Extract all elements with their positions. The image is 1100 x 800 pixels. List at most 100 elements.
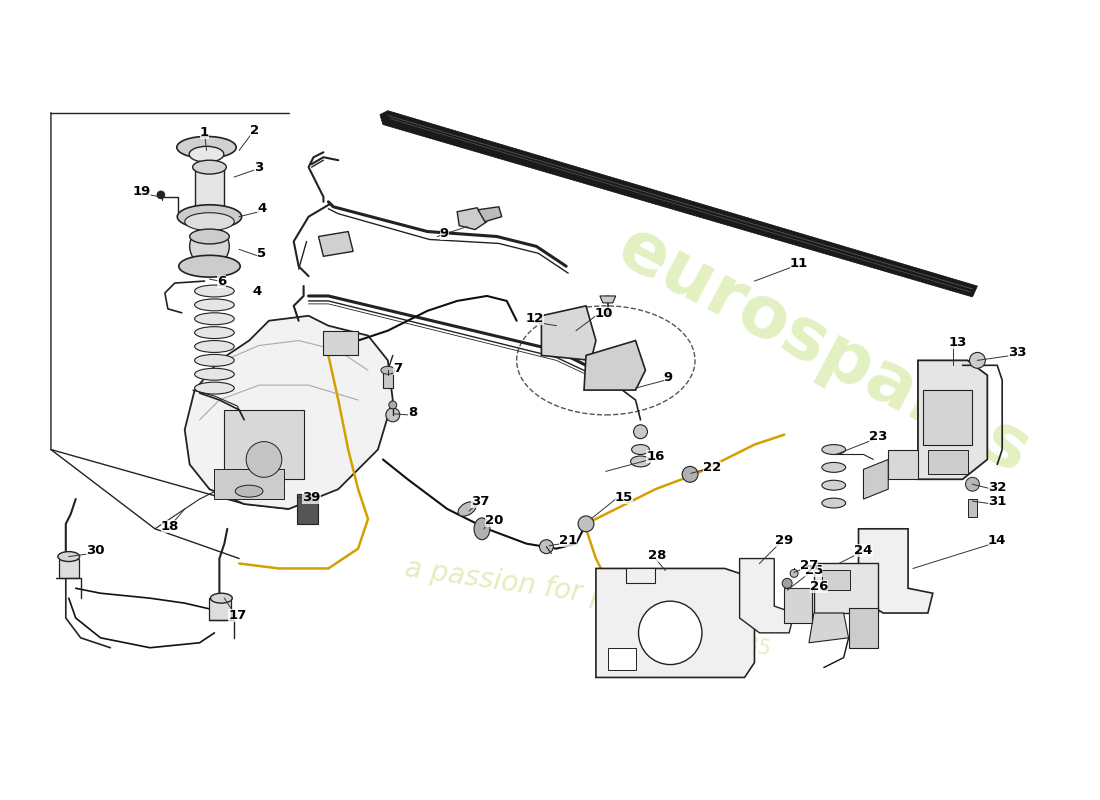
Ellipse shape bbox=[381, 366, 395, 374]
Text: 19: 19 bbox=[133, 186, 151, 198]
Ellipse shape bbox=[822, 445, 846, 454]
Polygon shape bbox=[596, 569, 755, 678]
Polygon shape bbox=[584, 341, 646, 390]
Ellipse shape bbox=[822, 480, 846, 490]
Circle shape bbox=[782, 578, 792, 588]
Polygon shape bbox=[888, 450, 918, 479]
Ellipse shape bbox=[195, 299, 234, 311]
Text: since 1985: since 1985 bbox=[657, 616, 772, 659]
Text: 28: 28 bbox=[648, 549, 667, 562]
Text: 29: 29 bbox=[776, 534, 793, 547]
Bar bbox=[383, 370, 393, 388]
Bar bbox=[784, 588, 812, 623]
Ellipse shape bbox=[195, 382, 234, 394]
Ellipse shape bbox=[195, 368, 234, 380]
Bar bbox=[814, 563, 878, 613]
Bar bbox=[928, 450, 968, 474]
Text: 13: 13 bbox=[948, 336, 967, 349]
Text: 15: 15 bbox=[615, 490, 632, 504]
Text: eurospares: eurospares bbox=[606, 213, 1042, 488]
Ellipse shape bbox=[630, 456, 650, 467]
Bar bbox=[297, 494, 319, 524]
Text: 18: 18 bbox=[161, 520, 179, 534]
Text: 24: 24 bbox=[855, 544, 872, 557]
Ellipse shape bbox=[235, 486, 263, 497]
Text: 10: 10 bbox=[595, 307, 613, 320]
Text: 27: 27 bbox=[800, 559, 818, 572]
Polygon shape bbox=[739, 558, 794, 633]
Polygon shape bbox=[858, 529, 933, 613]
Circle shape bbox=[969, 353, 986, 368]
Text: 9: 9 bbox=[440, 227, 449, 240]
Text: 25: 25 bbox=[805, 564, 823, 577]
Ellipse shape bbox=[458, 502, 476, 516]
Circle shape bbox=[638, 601, 702, 665]
Ellipse shape bbox=[58, 552, 79, 562]
Text: 37: 37 bbox=[471, 494, 490, 507]
Bar bbox=[59, 558, 79, 578]
Bar bbox=[224, 410, 304, 479]
Circle shape bbox=[579, 516, 594, 532]
Polygon shape bbox=[458, 208, 487, 230]
Bar bbox=[968, 499, 978, 517]
Text: 1: 1 bbox=[200, 126, 209, 139]
Circle shape bbox=[246, 442, 282, 478]
Polygon shape bbox=[379, 110, 978, 297]
Ellipse shape bbox=[192, 160, 227, 174]
Text: 3: 3 bbox=[254, 161, 264, 174]
Ellipse shape bbox=[195, 285, 234, 297]
Text: a passion for parts...: a passion for parts... bbox=[403, 554, 690, 622]
Circle shape bbox=[157, 191, 165, 199]
Text: 21: 21 bbox=[559, 534, 578, 547]
Ellipse shape bbox=[189, 146, 223, 162]
Ellipse shape bbox=[474, 518, 490, 540]
Text: 20: 20 bbox=[485, 514, 503, 527]
Text: 11: 11 bbox=[790, 257, 808, 270]
Text: 17: 17 bbox=[228, 609, 246, 622]
Bar bbox=[822, 570, 849, 590]
Text: 39: 39 bbox=[302, 490, 321, 504]
Text: 33: 33 bbox=[1008, 346, 1026, 359]
Ellipse shape bbox=[179, 255, 240, 277]
Bar bbox=[209, 598, 231, 620]
Polygon shape bbox=[808, 613, 848, 642]
Bar bbox=[214, 470, 284, 499]
Bar bbox=[195, 167, 224, 212]
Text: 4: 4 bbox=[257, 202, 266, 215]
Ellipse shape bbox=[195, 326, 234, 338]
Circle shape bbox=[386, 408, 399, 422]
Ellipse shape bbox=[177, 205, 242, 229]
Polygon shape bbox=[848, 608, 878, 648]
Text: 26: 26 bbox=[810, 580, 828, 593]
Ellipse shape bbox=[631, 445, 649, 454]
Text: 7: 7 bbox=[393, 362, 403, 374]
Polygon shape bbox=[319, 231, 353, 256]
Text: 2: 2 bbox=[250, 124, 258, 137]
Polygon shape bbox=[626, 569, 656, 583]
Text: 5: 5 bbox=[257, 247, 266, 260]
Ellipse shape bbox=[195, 313, 234, 325]
Text: 14: 14 bbox=[988, 534, 1007, 547]
Ellipse shape bbox=[195, 341, 234, 353]
Polygon shape bbox=[541, 306, 596, 360]
Polygon shape bbox=[864, 459, 888, 499]
Circle shape bbox=[966, 478, 979, 491]
Ellipse shape bbox=[195, 354, 234, 366]
Bar bbox=[323, 330, 359, 355]
Ellipse shape bbox=[210, 594, 232, 603]
Text: 9: 9 bbox=[663, 370, 673, 384]
Text: 32: 32 bbox=[988, 481, 1007, 494]
Bar bbox=[923, 390, 972, 445]
Circle shape bbox=[790, 570, 799, 578]
Text: 30: 30 bbox=[86, 544, 104, 557]
Text: 31: 31 bbox=[988, 494, 1007, 507]
Bar bbox=[608, 648, 636, 670]
Circle shape bbox=[539, 540, 553, 554]
Circle shape bbox=[682, 466, 698, 482]
Text: 22: 22 bbox=[703, 461, 720, 474]
Polygon shape bbox=[600, 296, 616, 303]
Text: 23: 23 bbox=[869, 430, 888, 443]
Text: 16: 16 bbox=[646, 450, 664, 463]
Polygon shape bbox=[918, 360, 988, 479]
Circle shape bbox=[634, 425, 648, 438]
